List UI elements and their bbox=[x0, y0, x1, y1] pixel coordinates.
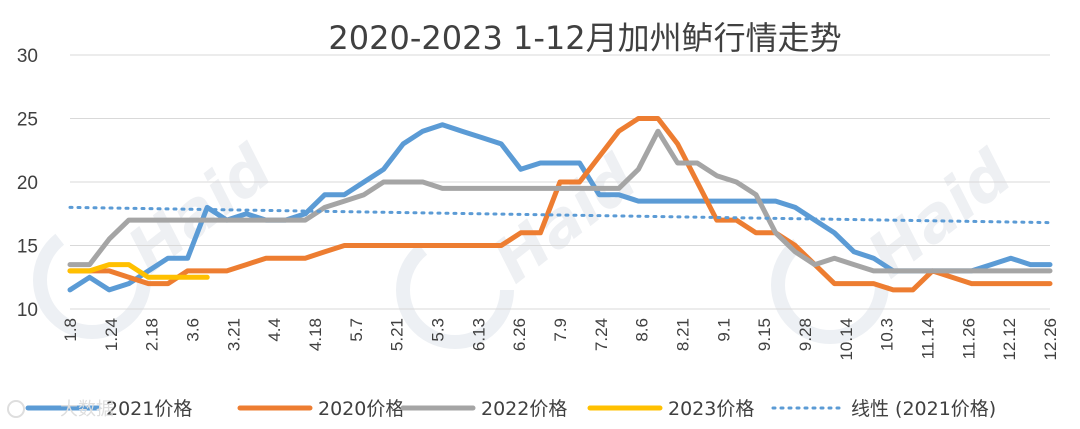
y-tick-label: 10 bbox=[17, 300, 38, 321]
x-tick-label: 6.26 bbox=[510, 318, 529, 351]
brand-watermark-group: Haid Haid Haid bbox=[33, 131, 1025, 349]
legend: 2021价格 2020价格 2022价格 2023价格 线性 (2021价格) bbox=[25, 398, 996, 420]
x-tick-label: 8.6 bbox=[633, 318, 652, 342]
chart-title: 2020-2023 1-12月加州鲈行情走势 bbox=[328, 19, 841, 57]
x-tick-label: 5.21 bbox=[388, 318, 407, 351]
x-tick-label: 1.24 bbox=[102, 318, 121, 351]
brand-watermark-middle: Haid bbox=[396, 141, 650, 349]
x-tick-label: 11.14 bbox=[919, 318, 938, 359]
legend-label: 2021价格 bbox=[106, 398, 192, 420]
x-axis: 1.8 1.24 2.18 3.6 3.21 4.4 4.18 5.7 5.21 5.3 6.13 6… bbox=[61, 318, 1060, 361]
legend-label: 2023价格 bbox=[668, 398, 754, 420]
x-tick-label: 1.8 bbox=[61, 318, 80, 342]
x-tick-label: 7.24 bbox=[592, 318, 611, 351]
x-tick-label: 5.7 bbox=[347, 318, 366, 342]
brand-watermark-left: Haid bbox=[33, 131, 285, 339]
x-tick-label: 4.18 bbox=[306, 318, 325, 351]
x-tick-label: 9.28 bbox=[796, 318, 815, 351]
series-line-1 bbox=[67, 116, 1053, 293]
x-tick-label: 5.3 bbox=[429, 318, 448, 342]
series-line-3 bbox=[67, 262, 210, 280]
corner-watermark: 大数据 bbox=[7, 399, 114, 420]
y-tick-label: 30 bbox=[17, 46, 38, 67]
y-tick-label: 20 bbox=[17, 173, 38, 194]
y-axis: 10 15 20 25 30 bbox=[17, 46, 38, 321]
trendline-2021 bbox=[68, 205, 1052, 225]
series-line-2 bbox=[67, 128, 1053, 274]
x-tick-label: 3.6 bbox=[184, 318, 203, 342]
corner-watermark-icon bbox=[7, 400, 25, 418]
y-tick-label: 15 bbox=[17, 237, 38, 258]
brand-watermark-right: Haid bbox=[771, 136, 1025, 344]
x-tick-label: 10.14 bbox=[837, 318, 856, 361]
x-tick-label: 6.13 bbox=[469, 318, 488, 351]
x-tick-label: 7.9 bbox=[551, 318, 570, 342]
x-tick-label: 4.4 bbox=[265, 318, 284, 342]
gridlines bbox=[70, 54, 1050, 310]
series-lines bbox=[67, 116, 1053, 293]
x-tick-label: 10.3 bbox=[878, 318, 897, 351]
x-tick-label: 9.1 bbox=[714, 318, 733, 342]
x-tick-label: 11.26 bbox=[959, 318, 978, 359]
corner-watermark-text: 大数据 bbox=[60, 399, 114, 420]
brand-watermark-swirl bbox=[396, 231, 514, 349]
x-tick-label: 12.12 bbox=[1000, 318, 1019, 361]
legend-label: 2022价格 bbox=[481, 398, 567, 420]
legend-label: 2020价格 bbox=[318, 398, 404, 420]
legend-label: 线性 (2021价格) bbox=[851, 398, 996, 420]
x-tick-label: 12.26 bbox=[1041, 318, 1060, 361]
x-tick-label: 9.15 bbox=[755, 318, 774, 351]
x-tick-label: 8.21 bbox=[674, 318, 693, 351]
y-tick-label: 25 bbox=[17, 110, 38, 131]
x-tick-label: 3.21 bbox=[224, 318, 243, 351]
x-tick-label: 2.18 bbox=[143, 318, 162, 351]
